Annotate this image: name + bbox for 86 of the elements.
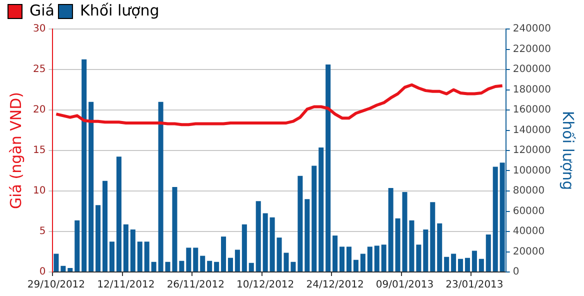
bar	[68, 268, 73, 272]
bar	[109, 242, 114, 272]
bar	[472, 250, 477, 272]
bar	[96, 205, 101, 272]
y2-tick-label: 0	[512, 266, 520, 278]
y2-tick-label: 240000	[512, 24, 552, 35]
bar	[486, 234, 491, 272]
bar	[451, 254, 456, 272]
y2-tick-label: 160000	[512, 104, 552, 116]
bar	[123, 224, 128, 272]
bar	[200, 256, 206, 272]
y2-tick-label: 220000	[512, 44, 552, 55]
bar	[416, 244, 422, 272]
legend-label: Giá	[30, 1, 54, 20]
bar	[492, 166, 498, 272]
bar	[353, 260, 358, 272]
y2-tick-label: 40000	[512, 226, 545, 238]
bar	[74, 220, 80, 272]
x-tick-label: 24/12/2012	[306, 280, 364, 291]
x-tick-label: 29/10/2012	[27, 280, 86, 291]
y-axis-title: Giá (ngàn VND)	[6, 92, 25, 209]
x-tick-label: 26/11/2012	[166, 280, 224, 291]
bar	[256, 201, 261, 272]
bar	[458, 258, 464, 272]
x-tick-label: 09/01/2013	[376, 280, 434, 291]
y2-axis-title: Khối lượng	[559, 110, 578, 190]
bar	[262, 213, 268, 272]
bar	[82, 59, 87, 272]
bar	[193, 248, 198, 272]
bar	[60, 266, 66, 272]
y-tick-label: 5	[39, 226, 46, 238]
bar	[102, 180, 108, 272]
bar	[304, 199, 310, 272]
bar	[242, 224, 247, 272]
bar	[444, 256, 450, 272]
bar	[130, 229, 136, 272]
bar	[374, 246, 380, 272]
bar	[437, 223, 442, 272]
bar	[464, 258, 470, 272]
y2-tick-label: 100000	[512, 165, 552, 176]
bar	[151, 262, 156, 272]
y2-tick-label: 120000	[512, 145, 552, 156]
y-tick-label: 0	[39, 266, 46, 278]
bar	[298, 176, 303, 272]
bar	[346, 246, 352, 272]
bar	[478, 258, 484, 272]
x-tick-label: 12/11/2012	[97, 280, 155, 291]
y2-tick-label: 140000	[512, 124, 552, 136]
bar	[326, 64, 331, 272]
bar	[137, 242, 142, 272]
bar	[144, 242, 150, 272]
bar	[116, 156, 122, 272]
bar	[179, 260, 184, 272]
bar	[54, 254, 59, 272]
bar	[318, 147, 324, 272]
y-tick-label: 10	[32, 186, 46, 197]
y-tick-label: 25	[32, 64, 46, 76]
bar	[214, 262, 220, 272]
bar	[270, 217, 275, 272]
y-tick-label: 30	[32, 24, 46, 35]
x-tick-label: 23/01/2013	[446, 280, 504, 291]
bar	[340, 246, 345, 272]
bar	[186, 248, 192, 272]
bar	[360, 254, 366, 272]
bar	[423, 229, 428, 272]
bar	[381, 244, 386, 272]
y2-tick-label: 20000	[512, 246, 545, 258]
y-tick-label: 15	[32, 145, 46, 156]
y2-tick-label: 60000	[512, 206, 545, 217]
bar	[228, 258, 233, 272]
legend-label: Khối lượng	[80, 1, 160, 20]
bar	[88, 102, 94, 272]
bar	[367, 246, 372, 272]
bar	[388, 188, 394, 272]
bar	[221, 236, 226, 272]
y2-tick-label: 80000	[512, 186, 545, 197]
bar	[207, 260, 212, 272]
bar	[430, 202, 436, 272]
bar	[248, 262, 254, 272]
y-tick-label: 20	[32, 104, 46, 116]
x-tick-label: 10/12/2012	[236, 280, 294, 291]
y2-tick-label: 180000	[512, 84, 552, 96]
bar	[312, 166, 317, 272]
bar	[234, 250, 240, 272]
bar	[332, 236, 338, 272]
y2-tick-label: 200000	[512, 64, 552, 76]
